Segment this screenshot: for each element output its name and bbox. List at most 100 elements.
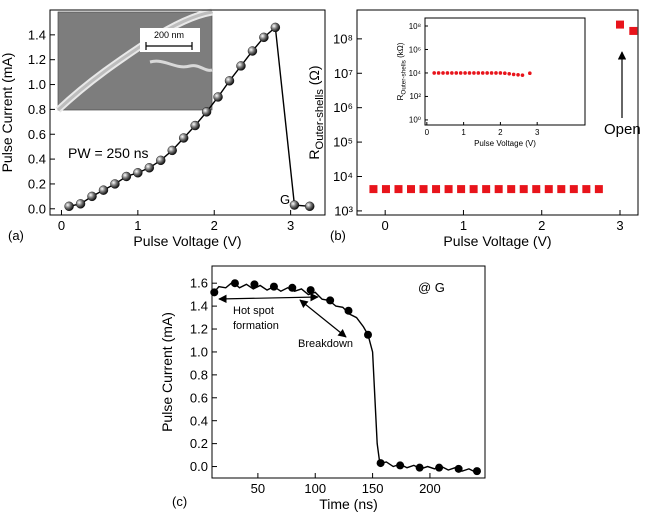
marker: [98, 185, 109, 195]
marker: [507, 185, 516, 194]
marker: [64, 201, 74, 212]
x-tick-label: 0: [425, 128, 430, 137]
y-axis-label-sub: Outer-shells: [314, 89, 326, 150]
x-tick-label: 2: [538, 218, 545, 233]
x-tick-label: 200: [419, 481, 441, 496]
y-tick-label: 0.6: [28, 127, 46, 142]
scale-bar-label: 200 nm: [154, 30, 184, 40]
marker: [450, 71, 454, 75]
marker: [458, 71, 463, 75]
y-tick-label: 0.2: [190, 436, 208, 451]
marker: [544, 185, 553, 194]
marker: [230, 279, 239, 288]
panel-label: (a): [8, 228, 24, 243]
marker: [435, 463, 444, 472]
x-tick-label: 3: [287, 218, 294, 233]
marker: [121, 171, 132, 182]
marker: [472, 71, 476, 75]
y-tick-label: 0.8: [28, 102, 46, 117]
plot-frame: [49, 9, 326, 216]
marker: [532, 185, 541, 194]
marker: [482, 185, 491, 194]
marker: [381, 185, 390, 194]
y-tick-label: 0.4: [190, 413, 208, 428]
marker: [326, 296, 335, 305]
marker: [503, 71, 507, 76]
x-tick-label: 150: [362, 481, 384, 496]
inset-image: [55, 8, 213, 113]
marker: [376, 459, 385, 468]
marker: [210, 288, 219, 297]
marker: [457, 185, 466, 194]
marker: [516, 72, 520, 77]
x-axis-label: Pulse Voltage (V): [474, 139, 536, 148]
y-axis-label-main: Pulse Current (mA): [159, 312, 175, 432]
annotation: Hot spot: [233, 305, 274, 317]
y-axis-label-sub: Outer-shells: [400, 60, 407, 94]
panel-label: (b): [330, 228, 346, 243]
hot-spot-arrow: [218, 292, 319, 304]
marker: [305, 201, 315, 212]
marker: [485, 71, 489, 75]
marker: [569, 185, 578, 194]
marker: [306, 286, 315, 295]
marker: [250, 280, 259, 289]
annotation: formation: [233, 320, 279, 332]
x-tick-label: 1: [461, 128, 466, 137]
x-tick-label: 100: [304, 481, 326, 496]
y-axis-label: ROuter-shells (kΩ): [396, 42, 407, 100]
marker: [445, 71, 450, 75]
marker: [520, 73, 525, 77]
x-tick-label: 1: [460, 218, 467, 233]
marker: [511, 72, 516, 77]
marker: [454, 71, 459, 75]
marker: [467, 71, 472, 75]
annotation: Breakdown: [298, 338, 353, 350]
marker: [288, 283, 297, 292]
marker: [247, 46, 258, 56]
marker: [270, 22, 281, 33]
y-tick-label: 0.2: [28, 176, 46, 191]
y-tick-label: 10⁵: [333, 135, 353, 150]
marker: [472, 467, 481, 476]
annotation: G: [280, 192, 290, 207]
marker: [441, 71, 445, 75]
y-axis-label-main: R: [306, 149, 322, 159]
y-tick-label: 1.4: [190, 299, 208, 314]
marker: [224, 76, 235, 86]
marker: [615, 20, 624, 29]
y-tick-label: 0.8: [190, 367, 208, 382]
marker: [629, 26, 638, 35]
y-tick-label: 0.4: [28, 152, 46, 167]
y-axis-label-main: R: [396, 94, 405, 100]
y-tick-label: 10⁶: [409, 45, 421, 54]
marker: [396, 461, 405, 470]
marker: [190, 120, 200, 131]
x-tick-label: 3: [535, 128, 540, 137]
marker: [344, 306, 353, 315]
marker: [498, 71, 503, 75]
y-tick-label: 0.0: [190, 459, 208, 474]
y-tick-label: 0.0: [28, 201, 46, 216]
marker: [469, 185, 478, 194]
marker: [407, 185, 416, 194]
y-tick-label: 10⁶: [333, 100, 353, 115]
marker: [507, 71, 512, 76]
marker: [582, 185, 591, 194]
x-axis-label: Time (ns): [319, 496, 378, 512]
x-tick-label: 2: [211, 218, 218, 233]
marker: [369, 185, 378, 194]
plot-frame: [356, 9, 639, 216]
y-tick-label: 0.6: [190, 390, 208, 405]
panel-label: (c): [172, 494, 187, 509]
annotation: Open: [604, 121, 641, 138]
annotation: PW = 250 ns: [68, 145, 149, 161]
plot-frame: [211, 265, 486, 479]
y-tick-label: 10⁰: [409, 116, 421, 125]
y-tick-label: 1.2: [28, 52, 46, 67]
marker: [519, 185, 528, 194]
x-tick-label: 0: [382, 218, 389, 233]
y-tick-label: 10⁸: [409, 22, 421, 31]
marker: [463, 71, 467, 75]
